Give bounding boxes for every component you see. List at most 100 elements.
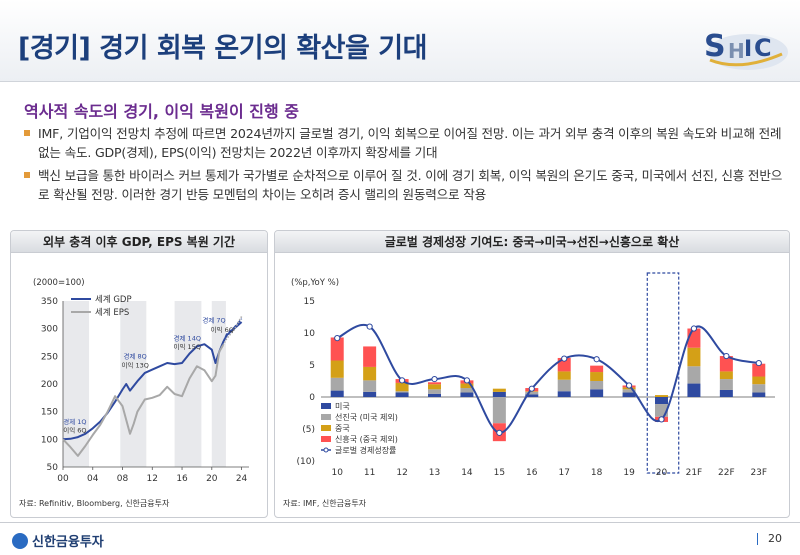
bar-segment (557, 371, 571, 380)
annotation: 경제 14Q (174, 333, 201, 342)
total-point (431, 375, 438, 383)
bar-segment (525, 391, 539, 395)
x-tick-label: 10 (331, 468, 343, 478)
bar-segment (428, 384, 441, 390)
footer-brand-text: 신한금융투자 (32, 535, 104, 550)
y-tick-label: 5 (309, 361, 315, 371)
y-tick-label: 10 (304, 329, 316, 339)
gdp-eps-line-chart: (2000=100) 50 100 150 200 250 300 350 00 04 08 12 16… (33, 278, 249, 484)
total-point (561, 355, 568, 362)
y-tick-label: 100 (41, 435, 58, 445)
footer: 신한금융투자 20 (0, 522, 800, 555)
annotation: 이익 6Q (211, 325, 234, 334)
bar-segment (590, 372, 604, 381)
x-tick-label: 19 (623, 468, 635, 478)
right-source-note: 자료: IMF, 신한금융투자 (283, 499, 367, 508)
total-point (334, 335, 341, 342)
y-tick-label: 300 (41, 325, 58, 335)
x-tick-label: 13 (429, 468, 440, 478)
legend-swatch (321, 414, 331, 420)
unit-label: (2000=100) (33, 278, 85, 288)
bar-segment (719, 379, 733, 390)
bar-segment (395, 392, 409, 397)
bullet-item: IMF, 기업이익 전망치 추정에 따르면 2024년까지 글로벌 경기, 이익… (22, 124, 792, 162)
x-tick-label: 20 (656, 468, 668, 478)
bar-segment (428, 393, 441, 397)
left-source-note: 자료: Refinitiv, Bloomberg, 신한금융투자 (19, 499, 170, 508)
bullet-square-icon (24, 172, 30, 178)
bar-segment (590, 389, 604, 397)
y-tick-label: 150 (41, 408, 58, 418)
annotation: 이익 6Q (63, 426, 86, 435)
bar-segment (330, 337, 344, 361)
legend-label: 미국 (335, 402, 350, 411)
bar-segment (492, 391, 506, 397)
bar-segment (363, 366, 377, 381)
section-subtitle: 역사적 속도의 경기, 이익 복원이 진행 중 (24, 102, 300, 121)
bar-segment (428, 389, 441, 394)
bar-segment (525, 394, 539, 397)
x-tick-label: 04 (87, 474, 99, 484)
bar-segment (330, 360, 344, 378)
bar-segment (492, 388, 506, 392)
legend-marker (323, 447, 329, 453)
bar-segment (330, 377, 344, 391)
bar-segment (687, 347, 701, 367)
left-chart-panel: 외부 충격 이후 GDP, EPS 복원 기간 (2000=100) 50 100 1… (10, 230, 268, 518)
annotation: 경제 7Q (202, 316, 225, 325)
growth-contribution-bar-chart: (%p,YoY %) 15 10 5 0 (5) (10) 10 11 12 13 14 15 16 17 1… (291, 272, 775, 478)
x-tick-label: 24 (236, 474, 248, 484)
bullet-item: 백신 보급을 통한 바이러스 커브 통제가 국가별로 순차적으로 이루어 질 것… (22, 166, 792, 204)
annotation: 경제 1Q (63, 417, 86, 426)
bar-segment (622, 389, 636, 393)
y-tick-label: 0 (309, 393, 315, 403)
legend-label: 선진국 (미국 제외) (335, 412, 398, 422)
bar-segment (460, 388, 474, 393)
bar-segment (752, 376, 766, 385)
bar-segment (395, 391, 409, 393)
bar-segment (655, 395, 668, 397)
bar-segment (363, 391, 377, 397)
legend-label: 세계 GDP (95, 294, 132, 305)
x-tick-label: 12 (396, 468, 407, 478)
series-line (222, 318, 243, 343)
svg-text:C: C (754, 34, 772, 62)
annotation: 이익 15Q (174, 342, 201, 351)
total-point (366, 323, 373, 330)
svg-text:H: H (728, 39, 745, 63)
series-line (62, 344, 224, 457)
x-tick-label: 14 (461, 468, 473, 478)
legend-swatch (321, 425, 331, 431)
shic-logo: S H I C (704, 29, 788, 70)
x-tick-label: 16 (176, 474, 188, 484)
bar-segment (557, 379, 571, 392)
total-growth-line (336, 324, 760, 434)
right-chart-panel: 글로벌 경제성장 기여도: 중국→미국→선진→신흥으로 확산 (%p,YoY %… (274, 230, 790, 518)
bar-segment (655, 397, 668, 405)
total-point (398, 377, 406, 384)
y-tick-label: 200 (41, 380, 58, 390)
svg-text:I: I (744, 37, 752, 62)
x-tick-label: 22F (718, 468, 735, 478)
bar-segment (557, 391, 571, 397)
legend-label: 세계 EPS (95, 307, 129, 318)
x-tick-label: 11 (364, 468, 375, 478)
x-tick-label: 08 (117, 474, 129, 484)
x-tick-label: 00 (57, 474, 69, 484)
series-line (222, 316, 243, 346)
y-tick-label: (5) (302, 425, 315, 435)
legend-label: 신흥국 (중국 제외) (335, 434, 398, 444)
right-panel-title: 글로벌 경제성장 기여도: 중국→미국→선진→신흥으로 확산 (275, 231, 789, 253)
bar-segment (752, 392, 766, 397)
bar-segment (622, 392, 636, 397)
total-point (496, 429, 503, 436)
footer-brand: 신한금융투자 (12, 531, 104, 550)
bar-segment (460, 383, 474, 389)
x-tick-label: 20 (206, 474, 218, 484)
total-point (755, 359, 762, 367)
y-tick-label: 15 (304, 297, 315, 307)
page-separator (757, 533, 758, 545)
bar-segment (719, 371, 733, 380)
bar-segment (719, 356, 733, 372)
page-title: [경기] 경기 회복 온기의 확산을 기대 (18, 33, 427, 64)
